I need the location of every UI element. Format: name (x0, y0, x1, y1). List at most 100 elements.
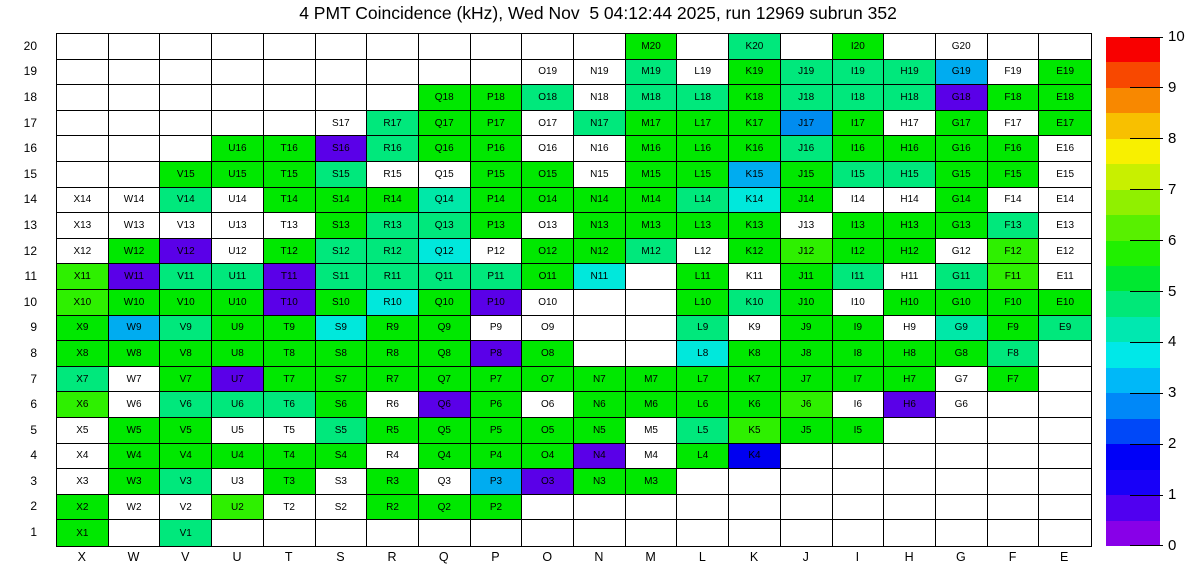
cell-label: S15 (331, 168, 350, 180)
grid-cell: J14 (780, 187, 833, 214)
grid-cell: J16 (780, 136, 833, 162)
cell-label: J14 (798, 194, 815, 206)
grid-cell: R14 (367, 187, 419, 214)
cell-label: E14 (1056, 194, 1075, 206)
grid-cell (212, 34, 264, 60)
grid-cell (833, 520, 885, 546)
grid-cell: N12 (574, 238, 626, 265)
column-label: N (594, 550, 604, 564)
cell-label: M17 (641, 117, 661, 129)
grid-cell: S8 (315, 341, 368, 367)
grid-cell: T12 (263, 238, 316, 265)
grid-cell: I13 (832, 213, 885, 239)
cell-label: W13 (123, 219, 145, 231)
grid-cell: F10 (987, 290, 1040, 316)
grid-cell (781, 520, 833, 546)
row-label: 1 (30, 525, 37, 540)
cell-label: L4 (697, 450, 709, 462)
grid-cell: X4 (57, 443, 109, 470)
grid-cell: U13 (212, 213, 264, 239)
cell-label: F9 (1007, 322, 1019, 334)
cell-label: W2 (126, 501, 142, 513)
grid-cell: P15 (470, 162, 523, 188)
cell-label: T5 (283, 424, 295, 436)
cell-label: W14 (123, 194, 145, 206)
grid-cell (1039, 469, 1091, 495)
grid-cell: V9 (160, 315, 213, 342)
cell-label: J11 (798, 271, 814, 283)
cell-label: Q8 (437, 347, 451, 359)
grid-cell (522, 34, 574, 60)
grid-cell: H14 (884, 187, 936, 214)
grid-cell: X14 (57, 187, 109, 214)
cell-label: S8 (334, 347, 347, 359)
cell-label: M14 (641, 194, 661, 206)
grid-cell: U6 (212, 392, 264, 418)
cell-label: R4 (386, 450, 399, 462)
cell-label: X2 (76, 501, 89, 513)
grid-cell: S9 (315, 315, 368, 342)
cell-label: V10 (176, 296, 195, 308)
cell-label: T13 (280, 219, 298, 231)
cell-label: P15 (487, 168, 505, 180)
grid-cell: U5 (212, 418, 264, 444)
grid-cell: H16 (884, 136, 936, 162)
cell-label: H6 (903, 399, 916, 411)
grid-cell: R5 (367, 418, 419, 444)
grid-cell: F13 (987, 213, 1040, 239)
grid-cell: P14 (470, 187, 523, 214)
grid-cell: U15 (212, 162, 264, 188)
cell-label: T10 (280, 296, 298, 308)
grid-cell: L17 (677, 110, 730, 137)
cell-label: X1 (76, 527, 89, 539)
cell-label: K4 (748, 450, 761, 462)
grid-cell (1039, 520, 1091, 546)
grid-cell: S5 (315, 418, 368, 444)
grid-cell: Q8 (418, 341, 471, 367)
grid-cell: H13 (884, 213, 936, 239)
grid-cell (470, 59, 523, 86)
cell-label: K6 (748, 399, 761, 411)
grid-cell (935, 418, 988, 444)
cell-label: P10 (487, 296, 505, 308)
grid-cell (160, 85, 213, 111)
grid-cell: G16 (935, 136, 988, 162)
cell-label: F19 (1004, 66, 1022, 78)
grid-cell: E16 (1039, 136, 1091, 162)
grid-cell (987, 469, 1040, 495)
grid-cell: V2 (160, 494, 213, 521)
grid-cell: U11 (212, 264, 264, 290)
colorbar-tick (1130, 138, 1163, 140)
cell-label: V15 (176, 168, 195, 180)
grid-cell: G12 (935, 238, 988, 265)
grid-cell: G18 (935, 85, 988, 111)
grid-cell (471, 520, 523, 546)
grid-cell: U10 (212, 290, 264, 316)
grid-cell: E10 (1039, 290, 1091, 316)
cell-label: F16 (1004, 143, 1022, 155)
cell-label: L14 (694, 194, 712, 206)
cell-label: G19 (951, 66, 971, 78)
grid-cell (574, 290, 626, 316)
cell-label: T16 (280, 143, 298, 155)
cell-label: O14 (538, 194, 558, 206)
grid-cell: E13 (1039, 213, 1091, 239)
colorbar-tick-label: 4 (1168, 333, 1177, 351)
cell-label: V1 (179, 527, 192, 539)
cell-label: P12 (487, 245, 505, 257)
cell-label: R5 (386, 424, 399, 436)
colorbar-band (1106, 266, 1160, 292)
grid-cell: E18 (1039, 85, 1091, 111)
grid-cell: M20 (625, 34, 678, 60)
cell-label: H19 (900, 66, 919, 78)
grid-cell (1039, 444, 1091, 470)
grid-cell: P4 (470, 443, 523, 470)
cell-label: J6 (800, 399, 812, 411)
column-label: T (284, 550, 293, 564)
grid-cell (264, 520, 316, 546)
cell-label: O3 (540, 475, 555, 487)
grid-cell (367, 34, 419, 60)
cell-label: N11 (590, 271, 609, 283)
cell-label: Q4 (437, 450, 451, 462)
cell-label: L15 (694, 168, 712, 180)
